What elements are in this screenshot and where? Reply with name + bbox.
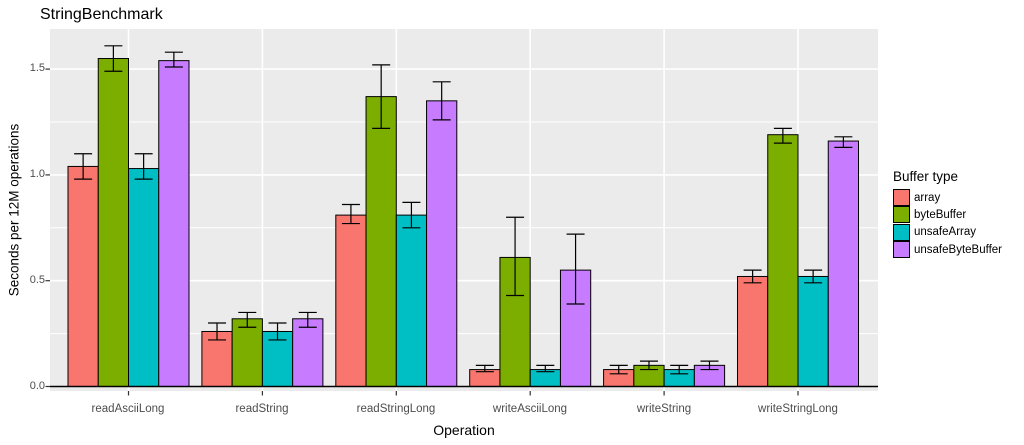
bar-unsafeArray-writeStringLong [797, 275, 829, 387]
chart-title: StringBenchmark [40, 6, 163, 23]
bar-unsafeByteBuffer-writeStringLong [827, 140, 859, 387]
bar-byteBuffer-readStringLong [365, 96, 397, 387]
y-tick-label: 1.0 [29, 168, 45, 180]
bar-byteBuffer-readString [231, 318, 263, 387]
legend-label: unsafeByteBuffer [914, 243, 1003, 256]
legend-item-bytebuffer: byteBuffer [893, 206, 1002, 224]
legend-swatch-unsafebytebuffer [893, 241, 910, 259]
y-tick-label: 0.5 [29, 274, 45, 286]
y-tick-label: 0.0 [29, 380, 45, 392]
x-tick-label: writeStringLong [758, 403, 838, 415]
x-axis-title: Operation [433, 422, 495, 438]
x-tick-label: writeString [636, 403, 692, 415]
legend-item-unsafearray: unsafeArray [893, 223, 1002, 241]
legend-item-array: array [893, 189, 1002, 207]
legend-title: Buffer type [893, 169, 959, 184]
legend-swatch-unsafearray [893, 223, 910, 241]
legend-item-unsafebytebuffer: unsafeByteBuffer [893, 241, 1003, 259]
bar-unsafeByteBuffer-readStringLong [426, 100, 458, 387]
bar-unsafeArray-readStringLong [395, 214, 428, 387]
x-tick-label: writeAsciiLong [492, 403, 568, 415]
x-tick-label: readAsciiLong [91, 403, 165, 415]
legend-swatch-array [893, 189, 910, 207]
bar-byteBuffer-readAsciiLong [97, 58, 129, 388]
x-tick-label: readString [235, 403, 289, 415]
bar-array-readStringLong [335, 214, 367, 387]
bar-unsafeArray-readAsciiLong [128, 168, 160, 387]
legend-label: array [914, 191, 941, 204]
bar-unsafeByteBuffer-readString [292, 318, 324, 387]
y-tick-label: 1.5 [29, 62, 45, 74]
bar-unsafeByteBuffer-readAsciiLong [158, 60, 190, 388]
bar-array-readAsciiLong [67, 165, 99, 387]
legend: Buffer type array byteBuffer unsafeArray… [893, 169, 1003, 259]
legend-label: byteBuffer [914, 208, 967, 221]
legend-label: unsafeArray [914, 226, 977, 239]
bar-array-writeStringLong [737, 275, 769, 387]
legend-swatch-bytebuffer [893, 206, 910, 224]
x-tick-label: readStringLong [356, 403, 436, 415]
bar-byteBuffer-writeStringLong [767, 134, 799, 387]
